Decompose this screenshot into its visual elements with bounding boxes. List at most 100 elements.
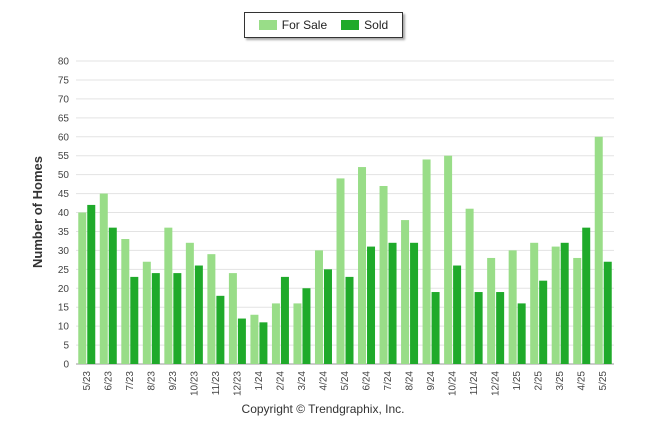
bar-for-sale[interactable] <box>164 227 173 364</box>
bar-for-sale[interactable] <box>422 159 431 364</box>
bar-for-sale[interactable] <box>293 303 302 364</box>
y-tick-label: 50 <box>58 170 70 181</box>
y-tick-label: 70 <box>58 94 70 105</box>
x-tick-label: 5/24 <box>340 371 351 391</box>
bar-for-sale[interactable] <box>314 250 323 364</box>
bar-for-sale[interactable] <box>185 242 194 364</box>
x-tick-label: 9/23 <box>168 371 179 391</box>
y-axis-label: Number of Homes <box>30 156 45 268</box>
bar-sold[interactable] <box>410 242 419 364</box>
bar-sold[interactable] <box>539 280 548 364</box>
y-tick-label: 35 <box>58 227 70 238</box>
bar-sold[interactable] <box>259 322 268 364</box>
y-tick-label: 20 <box>58 284 70 295</box>
bar-for-sale[interactable] <box>121 239 130 364</box>
legend-label-sold: Sold <box>364 18 389 32</box>
legend-item-sold[interactable]: Sold <box>341 18 388 32</box>
x-axis-ticks: 5/23 6/23 7/23 8/23 9/23 10/23 11/23 12/23 1/24 2… <box>82 371 609 396</box>
bar-for-sale[interactable] <box>551 246 560 364</box>
legend-swatch-sold <box>341 20 360 30</box>
bar-sold[interactable] <box>474 292 483 364</box>
bar-for-sale[interactable] <box>573 257 582 364</box>
copyright-text: Copyright © Trendgraphix, Inc. <box>241 402 405 416</box>
bar-sold[interactable] <box>517 303 526 364</box>
bar-for-sale[interactable] <box>336 178 345 364</box>
x-tick-label: 2/24 <box>275 371 286 391</box>
bar-for-sale[interactable] <box>250 314 259 364</box>
bar-sold[interactable] <box>496 292 505 364</box>
x-tick-label: 12/24 <box>491 371 502 396</box>
bar-sold[interactable] <box>237 318 246 364</box>
y-tick-label: 40 <box>58 208 70 219</box>
y-axis-ticks: 0 5 10 15 20 25 30 35 40 45 50 55 60 65 70 75 80 <box>58 57 70 371</box>
bar-sold[interactable] <box>194 265 203 364</box>
bar-sold[interactable] <box>345 276 354 364</box>
bar-for-sale[interactable] <box>142 261 151 364</box>
x-tick-label: 10/23 <box>189 371 200 396</box>
x-tick-label: 7/23 <box>125 371 136 391</box>
x-tick-label: 11/24 <box>469 371 480 396</box>
x-tick-label: 9/24 <box>426 371 437 391</box>
y-tick-label: 10 <box>58 322 70 333</box>
bar-for-sale[interactable] <box>487 257 496 364</box>
bar-sold[interactable] <box>431 292 440 364</box>
bar-sold[interactable] <box>302 288 311 364</box>
x-tick-label: 1/25 <box>512 371 523 391</box>
bar-sold[interactable] <box>560 242 569 364</box>
x-tick-label: 6/23 <box>103 371 114 391</box>
bar-for-sale[interactable] <box>99 193 108 364</box>
x-tick-label: 1/24 <box>254 371 265 391</box>
bar-sold[interactable] <box>216 295 225 364</box>
bar-sold[interactable] <box>582 227 591 364</box>
bar-sold[interactable] <box>108 227 117 364</box>
bar-for-sale[interactable] <box>465 208 474 364</box>
bar-sold[interactable] <box>280 276 289 364</box>
x-tick-label: 3/24 <box>297 371 308 391</box>
bar-for-sale[interactable] <box>594 136 603 364</box>
x-tick-label: 11/23 <box>211 371 222 396</box>
x-tick-label: 5/23 <box>82 371 93 391</box>
bar-sold[interactable] <box>603 261 612 364</box>
bar-for-sale[interactable] <box>530 242 539 364</box>
bar-for-sale[interactable] <box>358 167 367 364</box>
bar-sold[interactable] <box>323 269 332 364</box>
bar-sold[interactable] <box>388 242 397 364</box>
y-tick-label: 45 <box>58 189 70 200</box>
bar-for-sale[interactable] <box>401 220 410 364</box>
y-tick-label: 60 <box>58 132 70 143</box>
bar-sold[interactable] <box>173 273 182 364</box>
legend: For Sale Sold <box>244 12 403 38</box>
bar-for-sale[interactable] <box>508 250 517 364</box>
legend-item-for-sale[interactable]: For Sale <box>258 18 327 32</box>
x-tick-label: 7/24 <box>383 371 394 391</box>
x-tick-label: 10/24 <box>448 371 459 396</box>
bar-sold[interactable] <box>151 273 160 364</box>
y-tick-label: 0 <box>63 360 69 371</box>
y-tick-label: 75 <box>58 75 70 86</box>
bar-for-sale[interactable] <box>379 185 388 364</box>
x-tick-label: 6/24 <box>362 371 373 391</box>
bar-for-sale[interactable] <box>444 155 453 364</box>
x-tick-label: 4/25 <box>577 371 588 391</box>
x-tick-label: 12/23 <box>232 371 243 396</box>
x-tick-label: 8/23 <box>146 371 157 391</box>
x-tick-label: 2/25 <box>534 371 545 391</box>
bar-for-sale[interactable] <box>228 273 237 364</box>
bar-sold[interactable] <box>87 204 96 364</box>
x-tick-label: 3/25 <box>555 371 566 391</box>
bars <box>78 136 612 365</box>
y-tick-label: 30 <box>58 246 70 257</box>
bar-for-sale[interactable] <box>207 254 216 364</box>
bar-sold[interactable] <box>130 276 139 364</box>
y-tick-label: 65 <box>58 113 70 124</box>
y-tick-label: 80 <box>58 57 70 68</box>
x-tick-label: 4/24 <box>318 371 329 391</box>
bar-sold[interactable] <box>367 246 376 364</box>
bar-for-sale[interactable] <box>271 303 280 364</box>
legend-swatch-for-sale <box>258 20 277 30</box>
y-tick-label: 5 <box>63 341 69 352</box>
bar-sold[interactable] <box>453 265 462 364</box>
bar-for-sale[interactable] <box>78 212 87 365</box>
x-tick-label: 5/25 <box>598 371 609 391</box>
